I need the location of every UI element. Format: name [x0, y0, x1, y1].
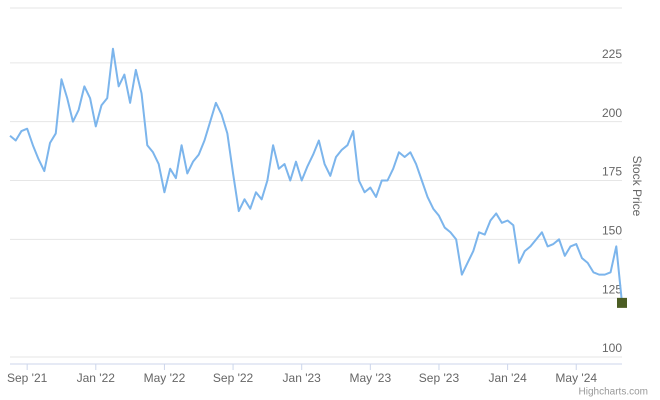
y-tick-label: 175 — [602, 165, 622, 179]
y-axis-title: Stock Price — [630, 156, 644, 217]
x-tick-label: May '23 — [350, 371, 392, 385]
price-line — [9, 47, 623, 303]
x-tick-label: Sep '22 — [213, 371, 254, 385]
last-point-marker — [617, 297, 627, 308]
x-tick-label: Sep '21 — [7, 371, 48, 385]
x-tick-label: Jan '23 — [283, 371, 322, 385]
x-tick-label: Sep '23 — [419, 371, 460, 385]
y-tick-label: 150 — [602, 224, 622, 238]
y-tick-label: 100 — [602, 341, 622, 355]
x-tick-label: Jan '24 — [488, 371, 527, 385]
x-tick-label: May '22 — [144, 371, 186, 385]
x-tick-label: Jan '22 — [77, 371, 116, 385]
credit: Highcharts.com — [579, 387, 648, 398]
y-tick-label: 200 — [602, 106, 622, 120]
y-tick-label: 125 — [602, 282, 622, 296]
x-tick-label: May '24 — [555, 371, 597, 385]
y-tick-label: 225 — [602, 47, 622, 61]
